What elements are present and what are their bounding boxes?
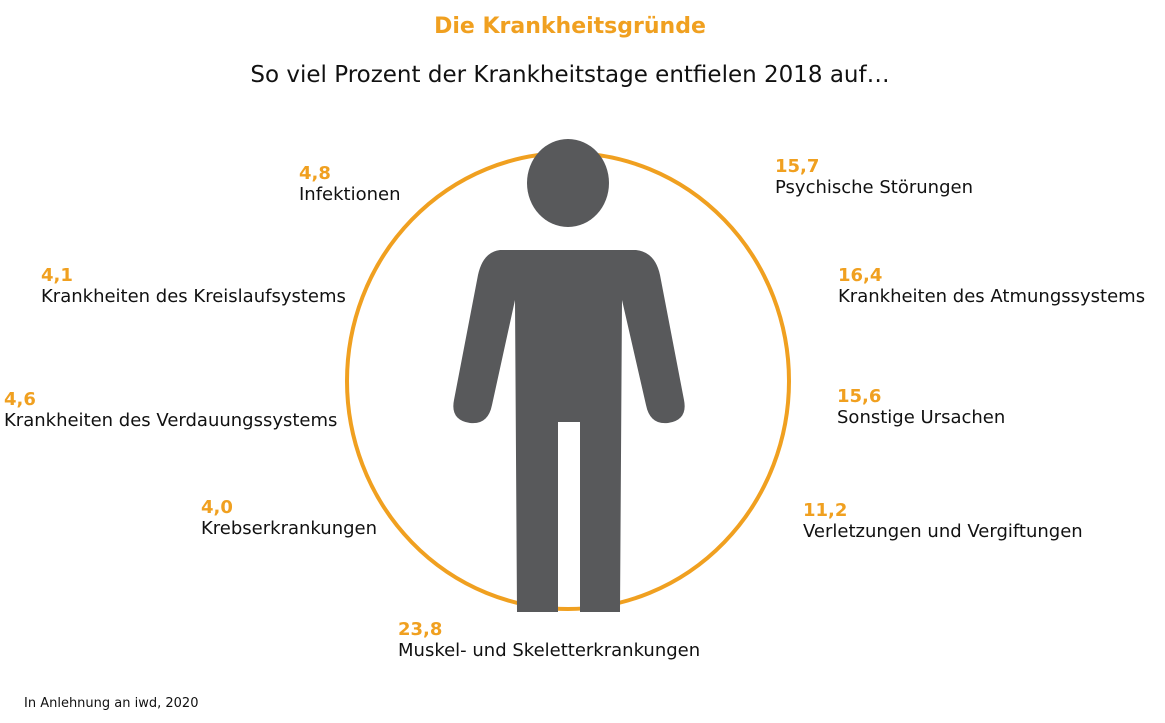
category-label: Psychische Störungen (775, 176, 973, 198)
data-label: 4,1 (41, 265, 73, 286)
data-label: 15,7 (775, 156, 820, 177)
chart-item-verletzungen: 11,2 Verletzungen und Vergiftungen (803, 500, 1083, 542)
chart-item-sonstige-ursachen: 15,6 Sonstige Ursachen (837, 386, 1006, 428)
person-body (453, 250, 685, 612)
chart-item-verdauungssystem: 4,6 Krankheiten des Verdauungssystems (4, 389, 338, 431)
category-label: Infektionen (299, 183, 401, 205)
chart-item-atmungssystem: 16,4 Krankheiten des Atmungssystems (838, 265, 1146, 307)
category-label: Sonstige Ursachen (837, 406, 1006, 428)
data-label: 4,8 (299, 163, 331, 184)
source-note: In Anlehnung an iwd, 2020 (24, 696, 199, 711)
category-label: Krankheiten des Kreislaufsystems (41, 285, 346, 307)
data-label: 11,2 (803, 500, 848, 521)
category-label: Muskel- und Skeletterkrankungen (398, 639, 701, 661)
data-label: 4,6 (4, 389, 36, 410)
chart-subtitle: So viel Prozent der Krankheitstage entfi… (250, 62, 890, 88)
person-head (527, 139, 609, 227)
data-label: 16,4 (838, 265, 883, 286)
chart-item-kreislaufsystem: 4,1 Krankheiten des Kreislaufsystems (41, 265, 346, 307)
chart-item-krebserkrankungen: 4,0 Krebserkrankungen (201, 497, 378, 539)
category-label: Krebserkrankungen (201, 517, 378, 539)
data-label: 4,0 (201, 497, 233, 518)
person-icon (453, 139, 685, 612)
chart-item-muskel-skelett: 23,8 Muskel- und Skeletterkrankungen (398, 619, 701, 661)
chart-item-psychische-stoerungen: 15,7 Psychische Störungen (775, 156, 973, 198)
category-label: Krankheiten des Verdauungssystems (4, 409, 338, 431)
data-label: 15,6 (837, 386, 882, 407)
category-label: Verletzungen und Vergiftungen (803, 520, 1083, 542)
category-label: Krankheiten des Atmungssystems (838, 285, 1146, 307)
chart-item-infektionen: 4,8 Infektionen (299, 163, 401, 205)
data-label: 23,8 (398, 619, 443, 640)
chart-title: Die Krankheitsgründe (434, 14, 706, 39)
